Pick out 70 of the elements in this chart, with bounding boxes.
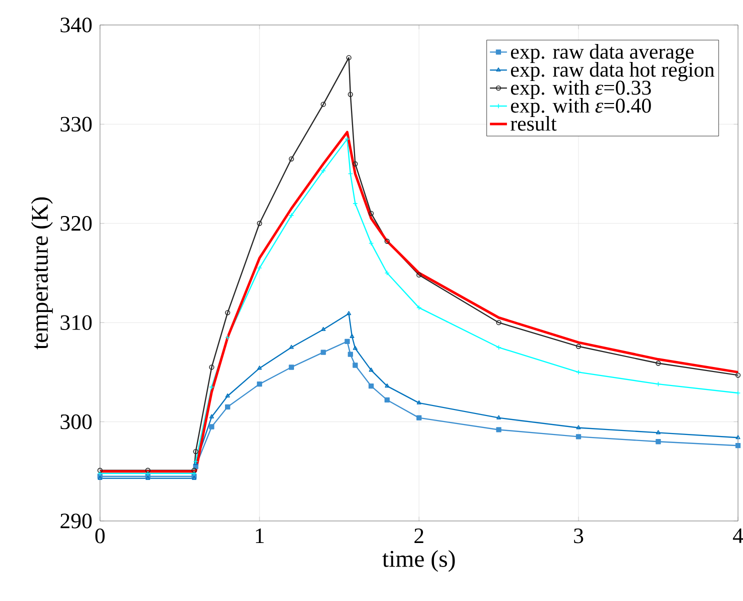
point xyxy=(496,320,502,326)
x-tick-label: 0 xyxy=(95,528,105,544)
point xyxy=(344,338,350,344)
point xyxy=(384,383,390,388)
point xyxy=(289,344,294,349)
point xyxy=(384,397,390,403)
point xyxy=(352,161,358,166)
point xyxy=(352,346,358,350)
point xyxy=(193,448,198,454)
point xyxy=(192,468,197,473)
legend-label: exp. with ε=0.33 xyxy=(510,80,651,100)
x-axis-title: time (s) xyxy=(382,550,455,572)
point xyxy=(320,350,326,355)
point xyxy=(576,434,582,440)
point xyxy=(145,468,150,473)
point xyxy=(288,212,294,218)
point xyxy=(209,424,214,430)
point xyxy=(368,383,374,389)
point xyxy=(368,210,374,216)
point xyxy=(256,265,262,271)
x-tick-label: 2 xyxy=(414,528,424,544)
y-tick-label: 300 xyxy=(60,414,92,430)
point xyxy=(225,334,230,340)
point xyxy=(656,360,661,366)
y-tick-label: 310 xyxy=(60,315,92,330)
point xyxy=(225,310,230,316)
point xyxy=(225,404,230,410)
y-tick-label: 320 xyxy=(60,216,92,231)
point xyxy=(346,311,352,316)
point xyxy=(735,443,741,448)
point xyxy=(145,470,150,476)
point xyxy=(348,352,354,357)
point xyxy=(225,393,230,398)
point xyxy=(256,220,262,226)
point xyxy=(496,427,502,432)
point xyxy=(384,238,390,244)
point xyxy=(321,326,326,332)
point xyxy=(368,368,374,372)
x-tick-label: 4 xyxy=(732,528,743,543)
y-tick-label: 290 xyxy=(60,514,92,528)
y-axis-title: temperature (K) xyxy=(31,197,53,350)
x-tick-label: 3 xyxy=(574,528,584,544)
point xyxy=(320,102,326,107)
point xyxy=(350,334,354,338)
point xyxy=(352,362,358,368)
point xyxy=(656,439,661,444)
legend-label: exp. raw data hot region xyxy=(510,62,714,82)
x-tick-label: 1 xyxy=(256,528,264,543)
point xyxy=(256,382,262,387)
point xyxy=(384,270,390,276)
point xyxy=(257,366,262,370)
point xyxy=(416,272,422,278)
point xyxy=(656,430,661,434)
point xyxy=(496,415,502,420)
legend-label: exp. raw data average xyxy=(510,44,694,64)
legend-label: exp. with ε=0.40 xyxy=(510,98,651,118)
y-tick-label: 330 xyxy=(60,116,92,132)
point xyxy=(416,415,422,420)
point xyxy=(192,470,197,476)
point xyxy=(576,425,581,430)
y-tick-label: 340 xyxy=(60,18,92,32)
point xyxy=(288,156,294,162)
point xyxy=(346,55,352,60)
legend-label: result xyxy=(510,116,557,131)
point xyxy=(416,400,422,404)
point xyxy=(348,92,354,98)
point xyxy=(576,344,582,349)
point xyxy=(209,414,214,418)
point xyxy=(209,364,214,370)
point xyxy=(288,364,294,370)
